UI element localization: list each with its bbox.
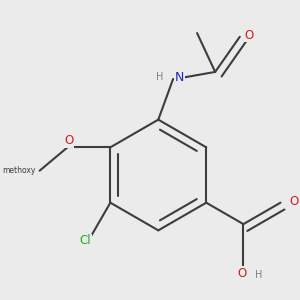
Text: O: O (244, 28, 253, 41)
Text: Cl: Cl (80, 234, 91, 248)
Text: O: O (290, 195, 299, 208)
Text: H: H (255, 270, 262, 280)
Text: H: H (156, 71, 163, 82)
Text: N: N (175, 71, 184, 84)
Text: methoxy: methoxy (3, 166, 36, 175)
Text: O: O (237, 267, 246, 280)
Text: O: O (64, 134, 73, 147)
